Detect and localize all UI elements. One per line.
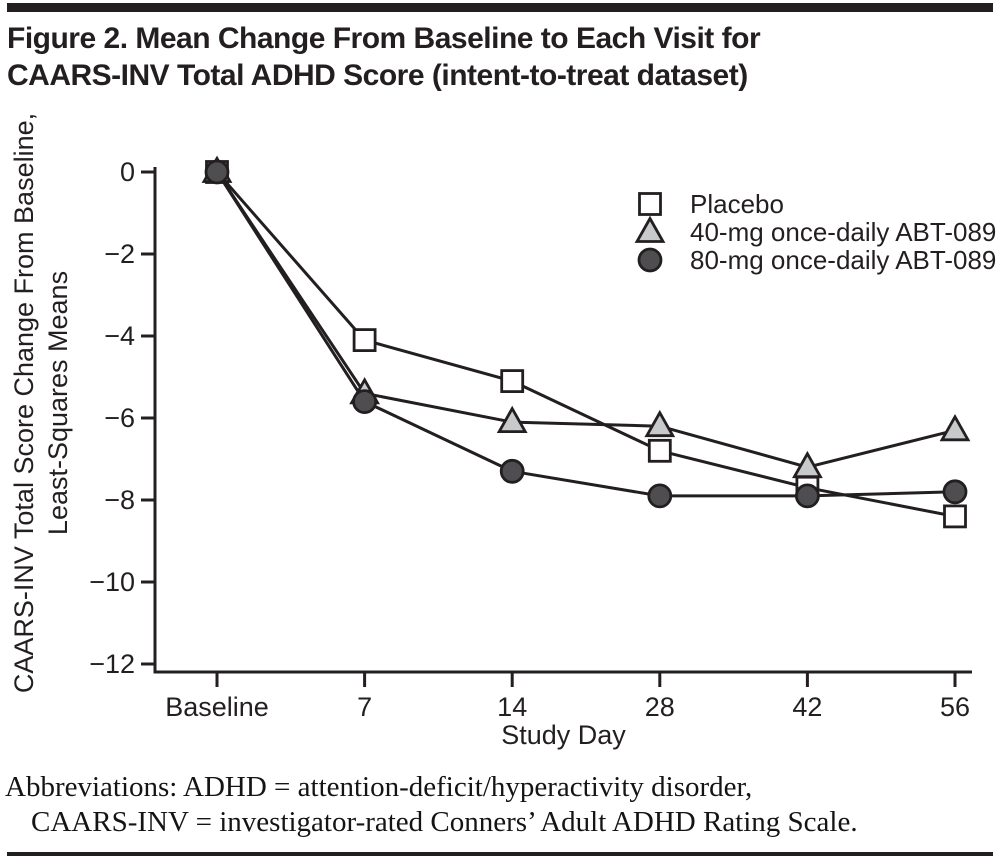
data-marker-triangle xyxy=(939,413,971,442)
data-marker-circle xyxy=(204,159,230,185)
data-marker-square xyxy=(647,438,672,463)
figure-title-line2: CAARS-INV Total ADHD Score (intent-to-tr… xyxy=(7,59,748,92)
x-tick-label: 42 xyxy=(792,692,822,722)
data-marker-circle xyxy=(795,483,820,509)
bottom-rule xyxy=(7,852,993,856)
data-marker-square xyxy=(500,369,525,394)
legend-swatch-circle xyxy=(637,247,663,273)
x-tick-label: 56 xyxy=(940,692,970,722)
y-tick-label: 0 xyxy=(120,157,135,187)
x-axis-label: Study Day xyxy=(501,720,626,750)
x-tick-label: 14 xyxy=(497,692,527,722)
legend-swatch-triangle xyxy=(634,215,666,243)
figure-title-line1: Figure 2. Mean Change From Baseline to E… xyxy=(7,22,761,55)
y-tick-label: −4 xyxy=(104,321,135,351)
y-axis-label-line2: Least-Squares Means xyxy=(43,271,73,535)
legend-label: Placebo xyxy=(690,189,784,219)
data-marker-circle xyxy=(352,389,378,415)
legend-label: 40-mg once-daily ABT-089 xyxy=(690,217,996,247)
data-marker-circle xyxy=(942,479,968,505)
y-tick-label: −12 xyxy=(89,649,135,679)
y-tick-label: −6 xyxy=(104,403,135,433)
y-tick-label: −8 xyxy=(104,485,135,515)
data-marker-triangle xyxy=(792,450,823,479)
legend-swatch-square xyxy=(638,192,662,216)
x-tick-label: Baseline xyxy=(165,692,269,722)
y-axis-label-line1: CAARS-INV Total Score Change From Baseli… xyxy=(9,113,39,693)
figure-title: Figure 2. Mean Change From Baseline to E… xyxy=(7,20,987,94)
y-tick-label: −10 xyxy=(89,567,135,597)
data-marker-triangle xyxy=(496,405,528,434)
data-marker-triangle xyxy=(644,409,676,438)
series-line xyxy=(215,171,956,469)
data-marker-square xyxy=(352,328,377,353)
x-tick-label: 28 xyxy=(645,692,675,722)
data-marker-circle xyxy=(647,483,673,509)
legend-label: 80-mg once-daily ABT-089 xyxy=(690,245,996,275)
x-tick-label: 7 xyxy=(357,692,372,722)
series-line xyxy=(215,171,956,498)
series-line xyxy=(215,171,956,518)
footnote-line1: Abbreviations: ADHD = attention-deficit/… xyxy=(5,771,753,803)
y-tick-label: −2 xyxy=(104,239,135,269)
top-rule xyxy=(7,3,993,12)
footnote-line2: CAARS-INV = investigator-rated Conners’ … xyxy=(31,806,858,838)
data-marker-square xyxy=(943,504,967,529)
abbreviations-footnote: Abbreviations: ADHD = attention-deficit/… xyxy=(5,770,995,840)
data-marker-circle xyxy=(499,458,525,484)
